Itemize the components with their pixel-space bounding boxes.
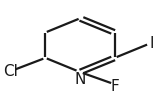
Text: Cl: Cl	[3, 64, 18, 79]
Text: I: I	[149, 36, 154, 51]
Text: F: F	[110, 79, 119, 94]
Text: N: N	[74, 72, 86, 87]
